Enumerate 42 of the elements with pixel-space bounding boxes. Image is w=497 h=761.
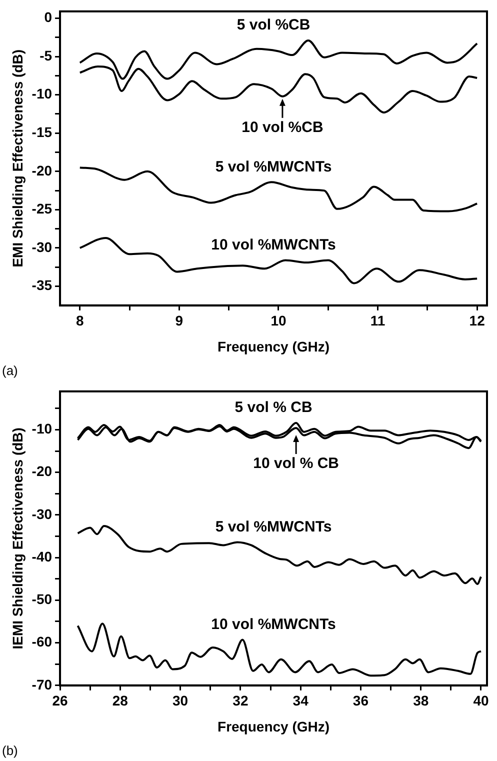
- x-tick-label: 34: [292, 692, 309, 709]
- y-tick-label: -25: [32, 200, 52, 217]
- x-tick-label: 26: [52, 692, 68, 709]
- y-tick-label: -70: [32, 676, 52, 692]
- x-tick-label: 28: [112, 692, 128, 709]
- annotation: 10 vol % CB: [253, 455, 340, 472]
- y-tick-label: -20: [32, 463, 52, 480]
- x-tick-label: 40: [473, 692, 489, 709]
- y-tick-label: 0: [44, 9, 52, 26]
- y-tick-label: -20: [32, 162, 52, 178]
- y-tick-label: -30: [32, 506, 52, 522]
- x-tick-label: 32: [232, 692, 248, 709]
- x-tick-label: 38: [413, 692, 429, 709]
- y-tick-label: -60: [32, 634, 52, 650]
- x-tick-label: 9: [175, 312, 184, 329]
- y-tick-label: -40: [32, 548, 52, 564]
- y-tick-label: -50: [32, 591, 52, 608]
- y-tick-label: -35: [32, 277, 52, 294]
- x-tick-label: 30: [172, 692, 188, 709]
- series-label: 5 vol % CB: [234, 399, 312, 416]
- x-tick-label: 8: [76, 312, 84, 329]
- series-label: 10 vol %MWCNTs: [211, 616, 336, 633]
- x-tick-label: 12: [469, 312, 486, 329]
- y-tick-label: -10: [32, 420, 52, 437]
- y-axis-title: EMI Shielding Effectiveness (dB): [9, 49, 26, 268]
- x-tick-label: 36: [352, 692, 369, 709]
- x-axis-title: Frequency (GHz): [218, 338, 330, 354]
- y-axis-title: IEMI Shielding Effectiveness (dB): [9, 428, 26, 650]
- series-label: 5 vol %MWCNTs: [215, 518, 332, 536]
- annotation: 10 vol %CB: [242, 119, 324, 136]
- x-tick-label: 11: [370, 312, 386, 329]
- text: (a): [2, 363, 18, 378]
- x-axis-title: Frequency (GHz): [218, 718, 330, 734]
- y-tick-label: -5: [40, 47, 52, 64]
- y-tick-label: -15: [32, 124, 52, 140]
- series-label: 5 vol %CB: [236, 16, 310, 34]
- y-tick-label: -10: [32, 86, 52, 102]
- y-tick-label: -30: [32, 238, 52, 255]
- series-label: 10 vol %MWCNTs: [211, 236, 336, 254]
- text: (b): [2, 743, 18, 758]
- x-tick-label: 10: [270, 312, 286, 329]
- series-label: 5 vol %MWCNTs: [215, 158, 332, 176]
